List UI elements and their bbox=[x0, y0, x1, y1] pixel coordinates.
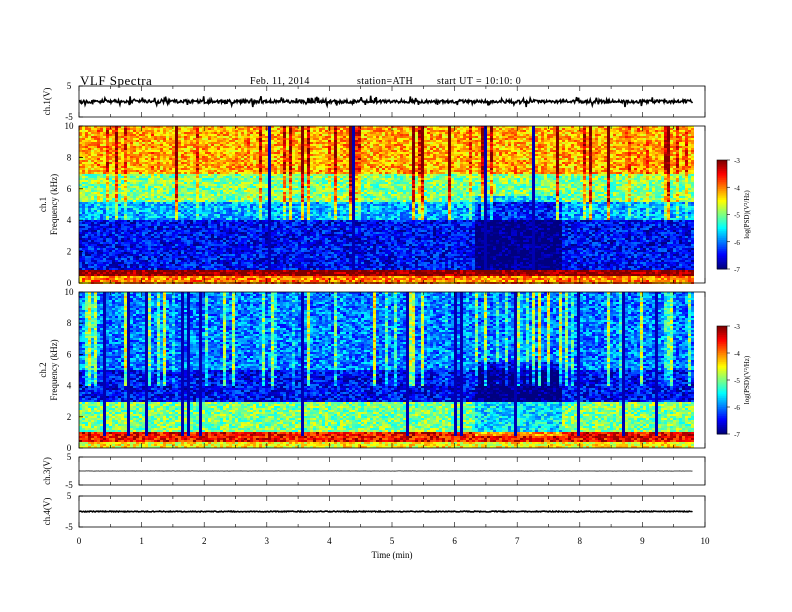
colorbar-tick-label: -4 bbox=[734, 350, 740, 358]
spectrogram-2 bbox=[79, 292, 727, 448]
y-tick-4-top: 5 bbox=[67, 491, 72, 501]
waveform-trace-1 bbox=[79, 96, 693, 107]
y-tick-4-bottom: -5 bbox=[65, 522, 73, 532]
y-label-1: ch.1(V) bbox=[42, 88, 52, 116]
colorbar-label-1: log(PSD)(V²/Hz) bbox=[743, 190, 751, 239]
x-tick-label: 5 bbox=[390, 536, 395, 546]
waveform-trace-4 bbox=[79, 511, 693, 512]
colorbar-label-2: log(PSD)(V²/Hz) bbox=[743, 355, 751, 404]
y-label-1-channel: ch.1 bbox=[38, 197, 48, 212]
x-tick-label: 9 bbox=[640, 536, 645, 546]
y-tick-label: 4 bbox=[67, 215, 72, 225]
colorbar-tick-label: -4 bbox=[734, 184, 740, 192]
y-tick-3-bottom: -5 bbox=[65, 480, 73, 490]
colorbar-tick-label: -6 bbox=[734, 404, 740, 412]
y-tick-label: 10 bbox=[65, 287, 75, 297]
y-tick-label: 8 bbox=[67, 152, 72, 162]
x-tick-label: 6 bbox=[452, 536, 457, 546]
spectrogram-1 bbox=[79, 126, 727, 284]
x-tick-label: 7 bbox=[515, 536, 520, 546]
x-tick-label: 8 bbox=[578, 536, 583, 546]
y-label-2-channel: ch.2 bbox=[38, 362, 48, 377]
y-label-4: ch.4(V) bbox=[42, 498, 52, 526]
y-label-2-frequency: Frequency (kHz) bbox=[49, 339, 59, 400]
x-tick-label: 1 bbox=[139, 536, 144, 546]
y-tick-label: 6 bbox=[67, 349, 72, 359]
x-tick-label: 3 bbox=[265, 536, 270, 546]
y-tick-label: 10 bbox=[65, 121, 75, 131]
colorbar-tick-label: -7 bbox=[734, 266, 740, 274]
x-tick-label: 10 bbox=[701, 536, 711, 546]
x-tick-label: 2 bbox=[202, 536, 207, 546]
x-axis-label: Time (min) bbox=[372, 550, 413, 560]
colorbar-tick-label: -5 bbox=[734, 377, 740, 385]
colorbar-tick-label: -7 bbox=[734, 431, 740, 439]
vlf-figure: 5-5ch.1(V)0246810ch.1 Frequency (kHz)-3-4… bbox=[0, 0, 792, 612]
colorbar-tick-label: -3 bbox=[734, 157, 740, 165]
y-tick-label: 2 bbox=[67, 412, 72, 422]
y-label-1-frequency: Frequency (kHz) bbox=[49, 174, 59, 235]
colorbar-tick-label: -5 bbox=[734, 212, 740, 220]
x-tick-label: 0 bbox=[77, 536, 82, 546]
y-tick-1-top: 5 bbox=[67, 81, 72, 91]
colorbar-tick-label: -3 bbox=[734, 323, 740, 331]
y-tick-label: 4 bbox=[67, 381, 72, 391]
colorbar-tick-label: -6 bbox=[734, 239, 740, 247]
y-tick-label: 2 bbox=[67, 247, 72, 257]
y-label-3: ch.3(V) bbox=[42, 457, 52, 485]
y-tick-label: 8 bbox=[67, 318, 72, 328]
x-tick-label: 4 bbox=[327, 536, 332, 546]
y-tick-3-top: 5 bbox=[67, 452, 72, 462]
y-tick-label: 6 bbox=[67, 184, 72, 194]
